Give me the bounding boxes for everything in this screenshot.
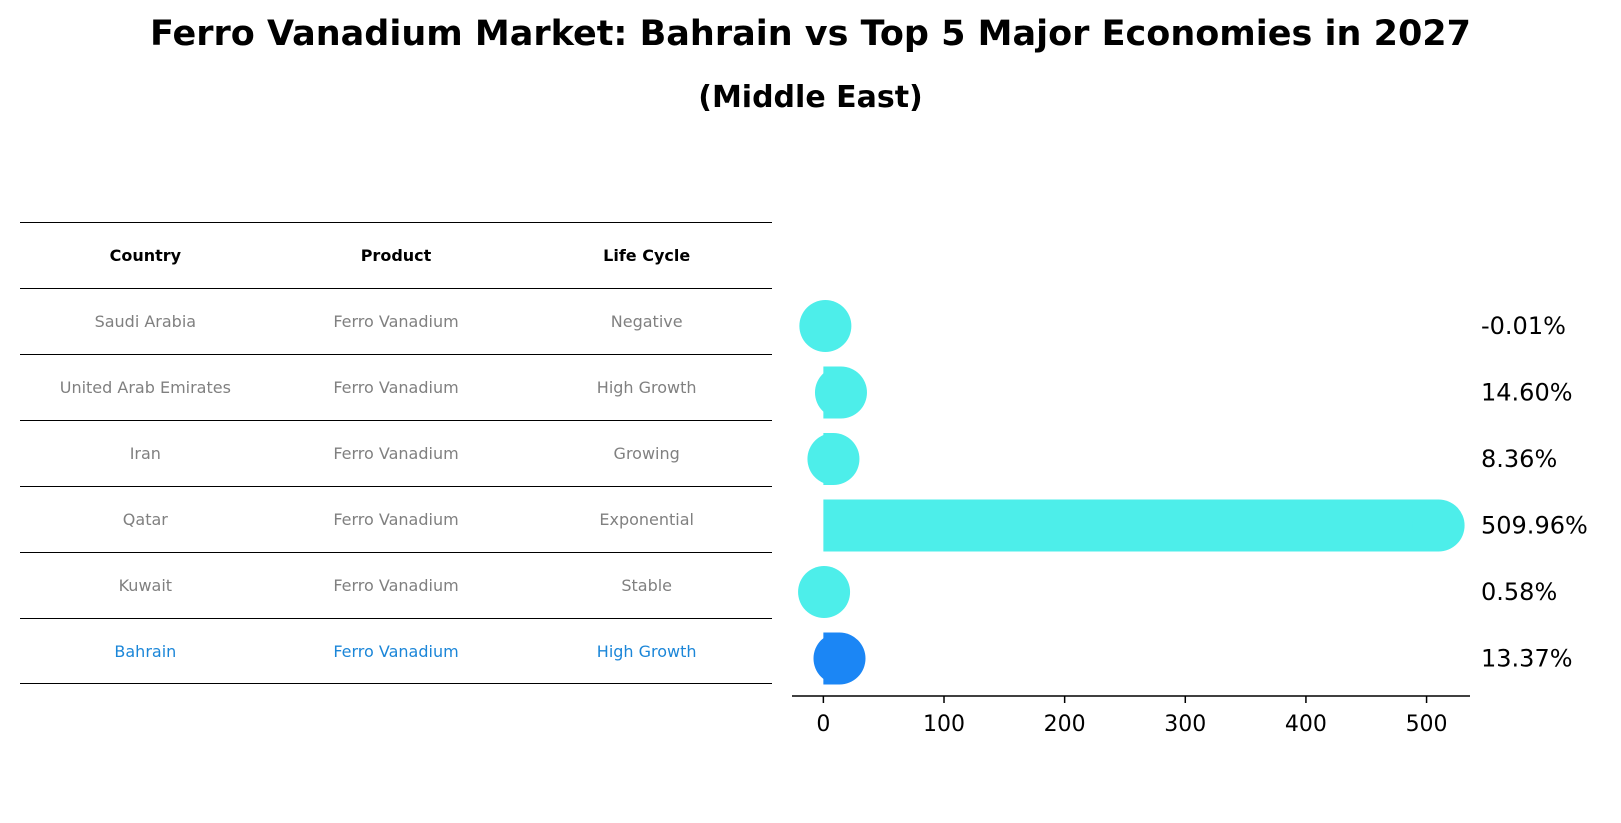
value-label: 14.60%	[1481, 379, 1573, 407]
data-table: Country Product Life Cycle Saudi Arabia …	[20, 222, 772, 684]
cell-country: Bahrain	[114, 641, 177, 661]
cell-life-cycle: Growing	[613, 444, 680, 463]
x-tick-label: 300	[1164, 712, 1206, 737]
header-product: Product	[360, 246, 432, 265]
x-tick-label: 500	[1406, 712, 1448, 737]
value-label: 13.37%	[1481, 645, 1573, 673]
bar-end-cap	[807, 433, 860, 485]
cell-life-cycle: Exponential	[599, 510, 694, 529]
table-row: United Arab Emirates Ferro Vanadium High…	[20, 354, 772, 420]
cell-product: Ferro Vanadium	[333, 444, 459, 463]
cell-product: Ferro Vanadium	[333, 510, 459, 529]
table-row: Qatar Ferro Vanadium Exponential	[20, 486, 772, 552]
cell-country: United Arab Emirates	[59, 378, 231, 397]
x-tick-label: 200	[1044, 712, 1086, 737]
header-country: Country	[109, 246, 182, 265]
cell-country: Kuwait	[118, 576, 173, 595]
cell-product: Ferro Vanadium	[333, 312, 459, 331]
cell-life-cycle: High Growth	[596, 641, 697, 661]
cell-life-cycle: High Growth	[596, 378, 697, 397]
cell-product: Ferro Vanadium	[333, 378, 459, 397]
table-header-row: Country Product Life Cycle	[20, 222, 772, 288]
cell-product: Ferro Vanadium	[333, 641, 459, 661]
value-label: 8.36%	[1481, 445, 1557, 473]
header-life-cycle: Life Cycle	[603, 246, 691, 265]
chart-title: Ferro Vanadium Market: Bahrain vs Top 5 …	[149, 14, 1472, 54]
cell-product: Ferro Vanadium	[333, 576, 459, 595]
value-label: -0.01%	[1481, 312, 1566, 340]
x-tick-label: 0	[816, 712, 830, 737]
cell-life-cycle: Negative	[610, 312, 683, 331]
bar-end-cap	[798, 566, 851, 618]
value-label: 509.96%	[1481, 512, 1588, 540]
x-tick-label: 400	[1285, 712, 1327, 737]
bar-end-cap	[814, 366, 867, 419]
bar-end-cap	[1412, 499, 1465, 552]
cell-country: Qatar	[122, 510, 168, 529]
cell-country: Saudi Arabia	[94, 312, 197, 331]
cell-country: Iran	[129, 444, 161, 463]
cell-life-cycle: Stable	[621, 576, 673, 595]
bar-end-cap	[813, 632, 866, 685]
bar-end-cap	[799, 300, 852, 352]
chart-subtitle: (Middle East)	[698, 80, 923, 115]
bar	[823, 499, 1439, 552]
table-row: Kuwait Ferro Vanadium Stable	[20, 552, 772, 618]
table-row: Iran Ferro Vanadium Growing	[20, 420, 772, 486]
table-row: Saudi Arabia Ferro Vanadium Negative	[20, 288, 772, 354]
x-tick-label: 100	[923, 712, 965, 737]
table-row-highlighted: Bahrain Ferro Vanadium High Growth	[20, 618, 772, 684]
value-label: 0.58%	[1481, 578, 1557, 606]
